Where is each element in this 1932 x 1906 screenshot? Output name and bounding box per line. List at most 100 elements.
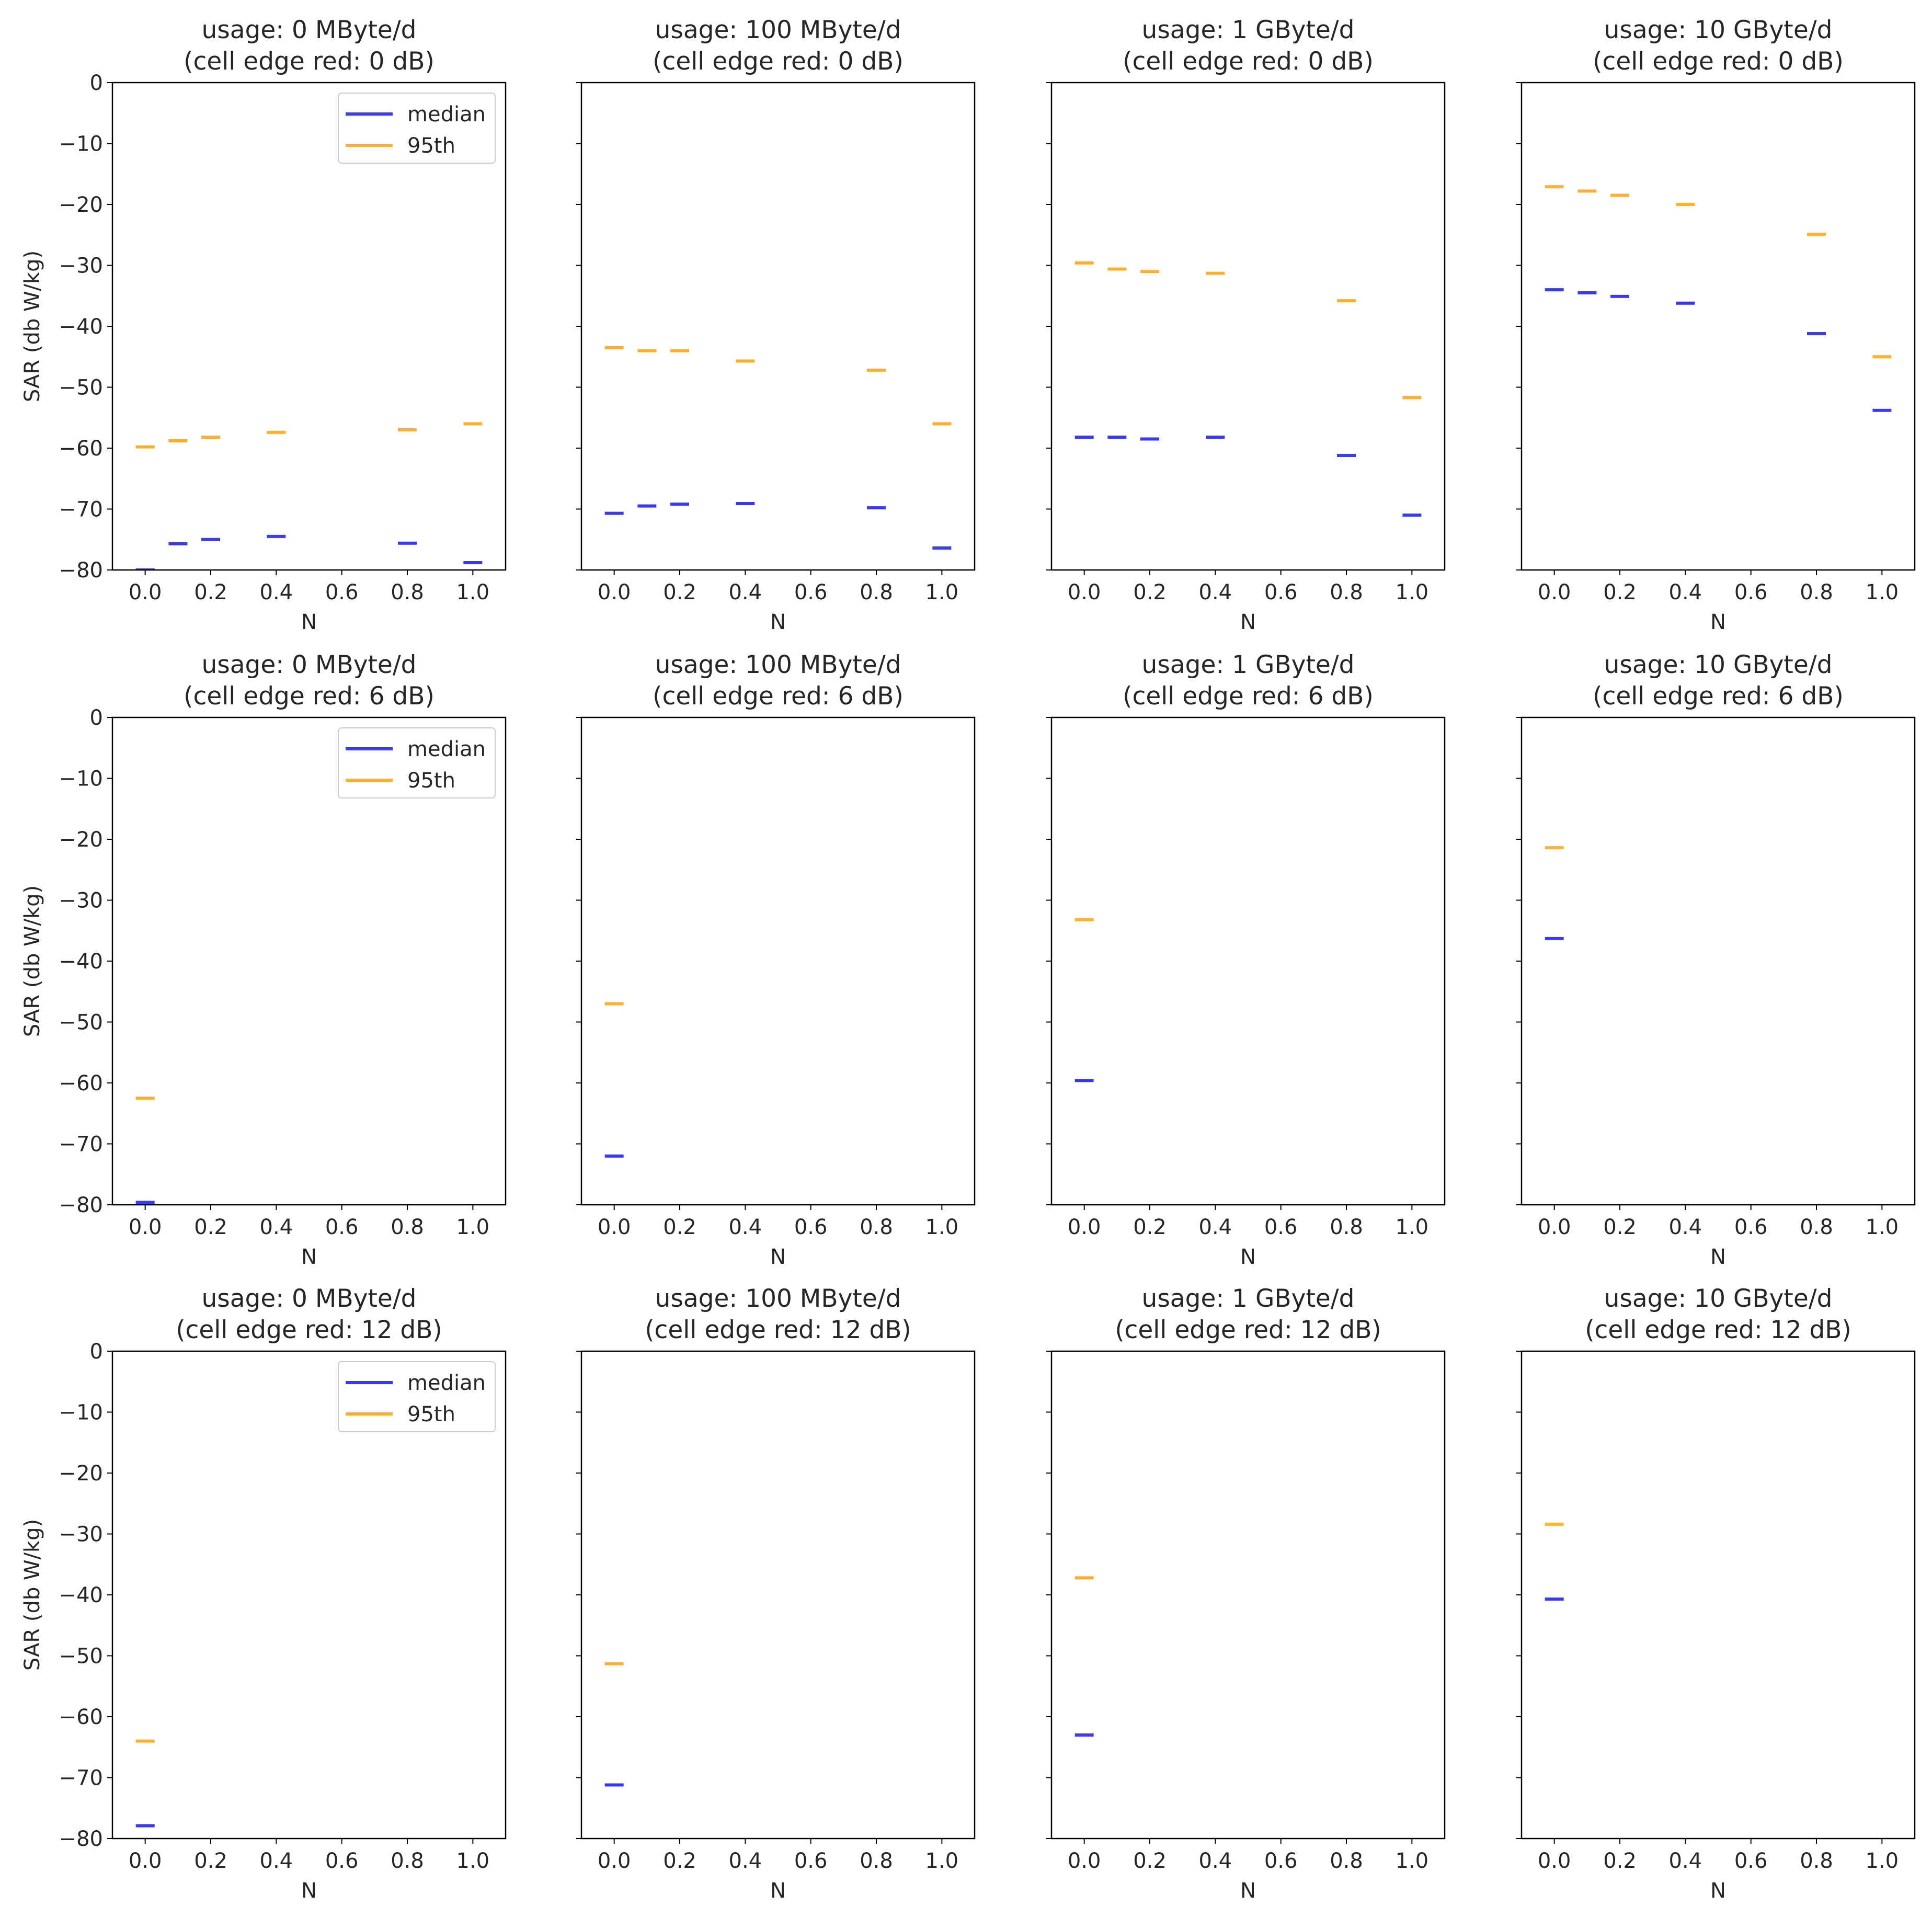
plot-area bbox=[135, 422, 483, 570]
x-tick-label: 1.0 bbox=[1396, 1849, 1429, 1873]
subplot: usage: 1 GByte/d (cell edge red: 12 dB) 0.… bbox=[1046, 1284, 1446, 1903]
x-tick-label: 0.2 bbox=[1603, 580, 1637, 604]
plot-area bbox=[1545, 846, 1564, 940]
y-tick-label: −50 bbox=[59, 376, 103, 400]
x-tick-label: 0.0 bbox=[1538, 1849, 1571, 1873]
x-tick-label: 0.4 bbox=[260, 1215, 293, 1239]
subplot-title: usage: 0 MByte/d bbox=[201, 1284, 416, 1313]
plot-area bbox=[604, 1662, 624, 1787]
subplot: usage: 0 MByte/d (cell edge red: 6 dB) 0.0… bbox=[20, 650, 507, 1269]
x-tick-label: 1.0 bbox=[456, 580, 490, 604]
subplot: usage: 100 MByte/d (cell edge red: 12 dB)… bbox=[576, 1284, 976, 1903]
y-tick-label: −60 bbox=[59, 1705, 103, 1729]
x-tick-label: 0.0 bbox=[129, 580, 162, 604]
x-tick-label: 0.6 bbox=[794, 1849, 828, 1873]
y-axis-label: SAR (db W/kg) bbox=[20, 885, 44, 1037]
x-tick-label: 1.0 bbox=[1866, 1215, 1899, 1239]
y-tick-label: −40 bbox=[59, 315, 103, 339]
x-tick-label: 0.0 bbox=[1068, 580, 1101, 604]
subplot-subtitle: (cell edge red: 12 dB) bbox=[1115, 1316, 1381, 1344]
x-tick-label: 0.4 bbox=[729, 1215, 762, 1239]
subplot-subtitle: (cell edge red: 6 dB) bbox=[653, 682, 904, 711]
subplot-subtitle: (cell edge red: 0 dB) bbox=[1593, 47, 1844, 76]
subplot-title: usage: 1 GByte/d bbox=[1142, 16, 1355, 44]
plot-area bbox=[1545, 185, 1892, 412]
x-tick-label: 0.4 bbox=[1199, 580, 1232, 604]
y-tick-label: −20 bbox=[59, 828, 103, 852]
legend-95th-label: 95th bbox=[407, 1402, 455, 1426]
subplot-subtitle: (cell edge red: 6 dB) bbox=[184, 682, 435, 711]
y-tick-label: −40 bbox=[59, 950, 103, 974]
subplot: usage: 100 MByte/d (cell edge red: 0 dB) 0… bbox=[576, 16, 976, 634]
legend-median-label: median bbox=[407, 1371, 486, 1395]
x-tick-label: 0.0 bbox=[129, 1215, 162, 1239]
plot-frame bbox=[580, 716, 976, 1206]
x-tick-label: 0.4 bbox=[1199, 1849, 1232, 1873]
x-tick-label: 0.6 bbox=[1264, 1215, 1298, 1239]
x-axis-label: N bbox=[1240, 1245, 1256, 1269]
x-tick-label: 0.0 bbox=[1538, 1215, 1571, 1239]
subplot-subtitle: (cell edge red: 0 dB) bbox=[1123, 47, 1374, 76]
x-tick-label: 0.0 bbox=[1068, 1215, 1101, 1239]
subplot-subtitle: (cell edge red: 0 dB) bbox=[653, 47, 904, 76]
x-axis-label: N bbox=[301, 1879, 317, 1903]
y-tick-label: −50 bbox=[59, 1645, 103, 1669]
y-tick-label: −60 bbox=[59, 437, 103, 461]
x-tick-label: 1.0 bbox=[1396, 580, 1429, 604]
y-axis-label: SAR (db W/kg) bbox=[20, 1519, 44, 1671]
legend: median 95th bbox=[338, 1361, 496, 1432]
x-tick-label: 0.6 bbox=[794, 580, 828, 604]
x-tick-label: 0.8 bbox=[860, 580, 893, 604]
x-tick-label: 1.0 bbox=[456, 1849, 490, 1873]
plot-frame bbox=[580, 82, 976, 571]
x-tick-label: 0.2 bbox=[663, 1849, 696, 1873]
subplot-title: usage: 10 GByte/d bbox=[1604, 650, 1833, 679]
subplot-title: usage: 10 GByte/d bbox=[1604, 1284, 1833, 1313]
x-tick-label: 0.2 bbox=[663, 580, 696, 604]
plot-area bbox=[1545, 1522, 1564, 1601]
x-tick-label: 0.8 bbox=[391, 1215, 424, 1239]
x-axis-label: N bbox=[1710, 1245, 1726, 1269]
x-tick-label: 0.2 bbox=[194, 1215, 227, 1239]
subplot-title: usage: 10 GByte/d bbox=[1604, 16, 1833, 44]
plot-frame bbox=[111, 82, 507, 571]
x-tick-label: 0.6 bbox=[1264, 1849, 1298, 1873]
subplot-title: usage: 0 MByte/d bbox=[201, 16, 416, 44]
x-tick-label: 1.0 bbox=[1396, 1215, 1429, 1239]
legend-median-label: median bbox=[407, 737, 486, 761]
x-tick-label: 0.4 bbox=[729, 580, 762, 604]
x-tick-label: 0.0 bbox=[1538, 580, 1571, 604]
x-tick-label: 1.0 bbox=[925, 1849, 959, 1873]
subplot-title: usage: 100 MByte/d bbox=[655, 650, 901, 679]
y-axis-label: SAR (db W/kg) bbox=[20, 250, 44, 402]
plot-frame bbox=[1521, 716, 1916, 1206]
x-tick-label: 0.6 bbox=[325, 580, 359, 604]
y-tick-label: −80 bbox=[59, 1827, 103, 1851]
x-tick-label: 1.0 bbox=[925, 580, 959, 604]
x-axis-label: N bbox=[1710, 1879, 1726, 1903]
plot-area bbox=[604, 1002, 624, 1158]
y-tick-label: −20 bbox=[59, 193, 103, 217]
subplot: usage: 1 GByte/d (cell edge red: 0 dB) 0.0… bbox=[1046, 16, 1446, 634]
x-tick-label: 0.0 bbox=[1068, 1849, 1101, 1873]
x-tick-label: 0.0 bbox=[598, 580, 631, 604]
y-tick-label: −40 bbox=[59, 1583, 103, 1607]
x-axis-label: N bbox=[770, 1245, 786, 1269]
x-tick-label: 0.0 bbox=[598, 1215, 631, 1239]
plot-area bbox=[135, 1097, 155, 1204]
x-tick-label: 0.6 bbox=[1734, 1849, 1768, 1873]
y-tick-label: −30 bbox=[59, 254, 103, 278]
legend-median-label: median bbox=[407, 102, 486, 127]
subplot: usage: 10 GByte/d (cell edge red: 6 dB) 0.… bbox=[1516, 650, 1916, 1269]
plot-area bbox=[1074, 261, 1422, 517]
plot-area bbox=[1074, 918, 1094, 1082]
plot-area bbox=[1074, 1576, 1094, 1737]
y-tick-label: −70 bbox=[59, 498, 103, 522]
y-tick-label: −30 bbox=[59, 1523, 103, 1547]
x-axis-label: N bbox=[1240, 1879, 1256, 1903]
x-tick-label: 0.2 bbox=[1133, 1849, 1167, 1873]
x-axis-label: N bbox=[301, 610, 317, 634]
subplot: usage: 100 MByte/d (cell edge red: 6 dB) 0… bbox=[576, 650, 976, 1269]
x-tick-label: 1.0 bbox=[925, 1215, 959, 1239]
